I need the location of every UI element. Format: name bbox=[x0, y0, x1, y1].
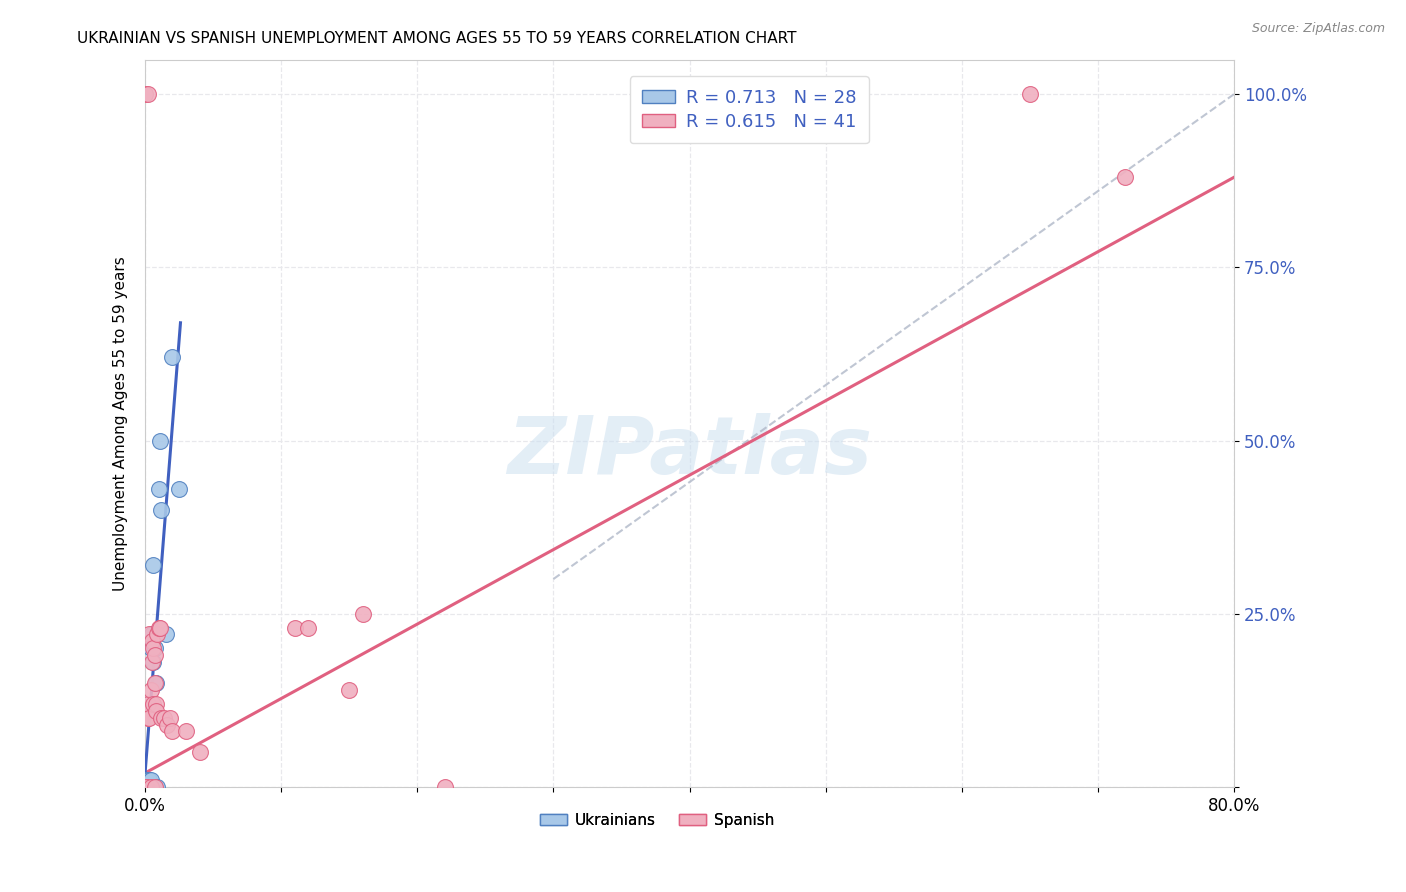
Point bbox=[145, 676, 167, 690]
Point bbox=[136, 772, 159, 787]
Text: Source: ZipAtlas.com: Source: ZipAtlas.com bbox=[1251, 22, 1385, 36]
Point bbox=[155, 627, 177, 641]
Point bbox=[143, 641, 166, 656]
Point bbox=[135, 780, 157, 794]
Point bbox=[148, 621, 170, 635]
Point bbox=[149, 621, 172, 635]
Point bbox=[1114, 170, 1136, 185]
Point bbox=[136, 697, 159, 711]
Point bbox=[145, 704, 167, 718]
Point bbox=[138, 710, 160, 724]
Point bbox=[141, 634, 163, 648]
Point bbox=[134, 87, 156, 102]
Point bbox=[156, 717, 179, 731]
Point bbox=[433, 780, 456, 794]
Point bbox=[167, 482, 190, 496]
Point bbox=[153, 710, 176, 724]
Point bbox=[143, 780, 166, 794]
Point bbox=[162, 351, 184, 365]
Point bbox=[1018, 87, 1040, 102]
Point bbox=[143, 648, 166, 663]
Point bbox=[138, 780, 160, 794]
Point bbox=[136, 710, 159, 724]
Point bbox=[134, 780, 156, 794]
Point bbox=[134, 780, 156, 794]
Point bbox=[146, 627, 169, 641]
Point bbox=[139, 641, 162, 656]
Point bbox=[162, 724, 184, 739]
Point bbox=[149, 434, 172, 448]
Point bbox=[134, 780, 156, 794]
Point bbox=[136, 780, 159, 794]
Point bbox=[138, 780, 160, 794]
Point bbox=[134, 780, 156, 794]
Point bbox=[188, 745, 211, 759]
Point bbox=[134, 780, 156, 794]
Point bbox=[148, 482, 170, 496]
Point bbox=[134, 780, 156, 794]
Point bbox=[134, 780, 156, 794]
Point bbox=[150, 503, 173, 517]
Point bbox=[142, 655, 165, 669]
Point bbox=[150, 710, 173, 724]
Point bbox=[352, 607, 374, 621]
Text: UKRAINIAN VS SPANISH UNEMPLOYMENT AMONG AGES 55 TO 59 YEARS CORRELATION CHART: UKRAINIAN VS SPANISH UNEMPLOYMENT AMONG … bbox=[77, 31, 797, 46]
Point bbox=[143, 676, 166, 690]
Point bbox=[146, 780, 169, 794]
Point bbox=[142, 558, 165, 573]
Point bbox=[141, 655, 163, 669]
Point bbox=[135, 780, 157, 794]
Point bbox=[337, 682, 360, 697]
Point bbox=[141, 634, 163, 648]
Point bbox=[142, 697, 165, 711]
Point bbox=[136, 780, 159, 794]
Legend: Ukrainians, Spanish: Ukrainians, Spanish bbox=[533, 806, 780, 834]
Point bbox=[138, 772, 160, 787]
Point bbox=[135, 772, 157, 787]
Y-axis label: Unemployment Among Ages 55 to 59 years: Unemployment Among Ages 55 to 59 years bbox=[114, 256, 128, 591]
Point bbox=[142, 641, 165, 656]
Point bbox=[284, 621, 307, 635]
Point bbox=[139, 780, 162, 794]
Point bbox=[174, 724, 197, 739]
Point bbox=[136, 87, 159, 102]
Point bbox=[141, 627, 163, 641]
Text: ZIPatlas: ZIPatlas bbox=[508, 413, 872, 491]
Point bbox=[138, 627, 160, 641]
Point bbox=[145, 697, 167, 711]
Point bbox=[134, 780, 156, 794]
Point bbox=[139, 682, 162, 697]
Point bbox=[297, 621, 319, 635]
Point bbox=[135, 780, 157, 794]
Point bbox=[139, 772, 162, 787]
Point bbox=[134, 780, 156, 794]
Point bbox=[134, 780, 156, 794]
Point bbox=[159, 710, 181, 724]
